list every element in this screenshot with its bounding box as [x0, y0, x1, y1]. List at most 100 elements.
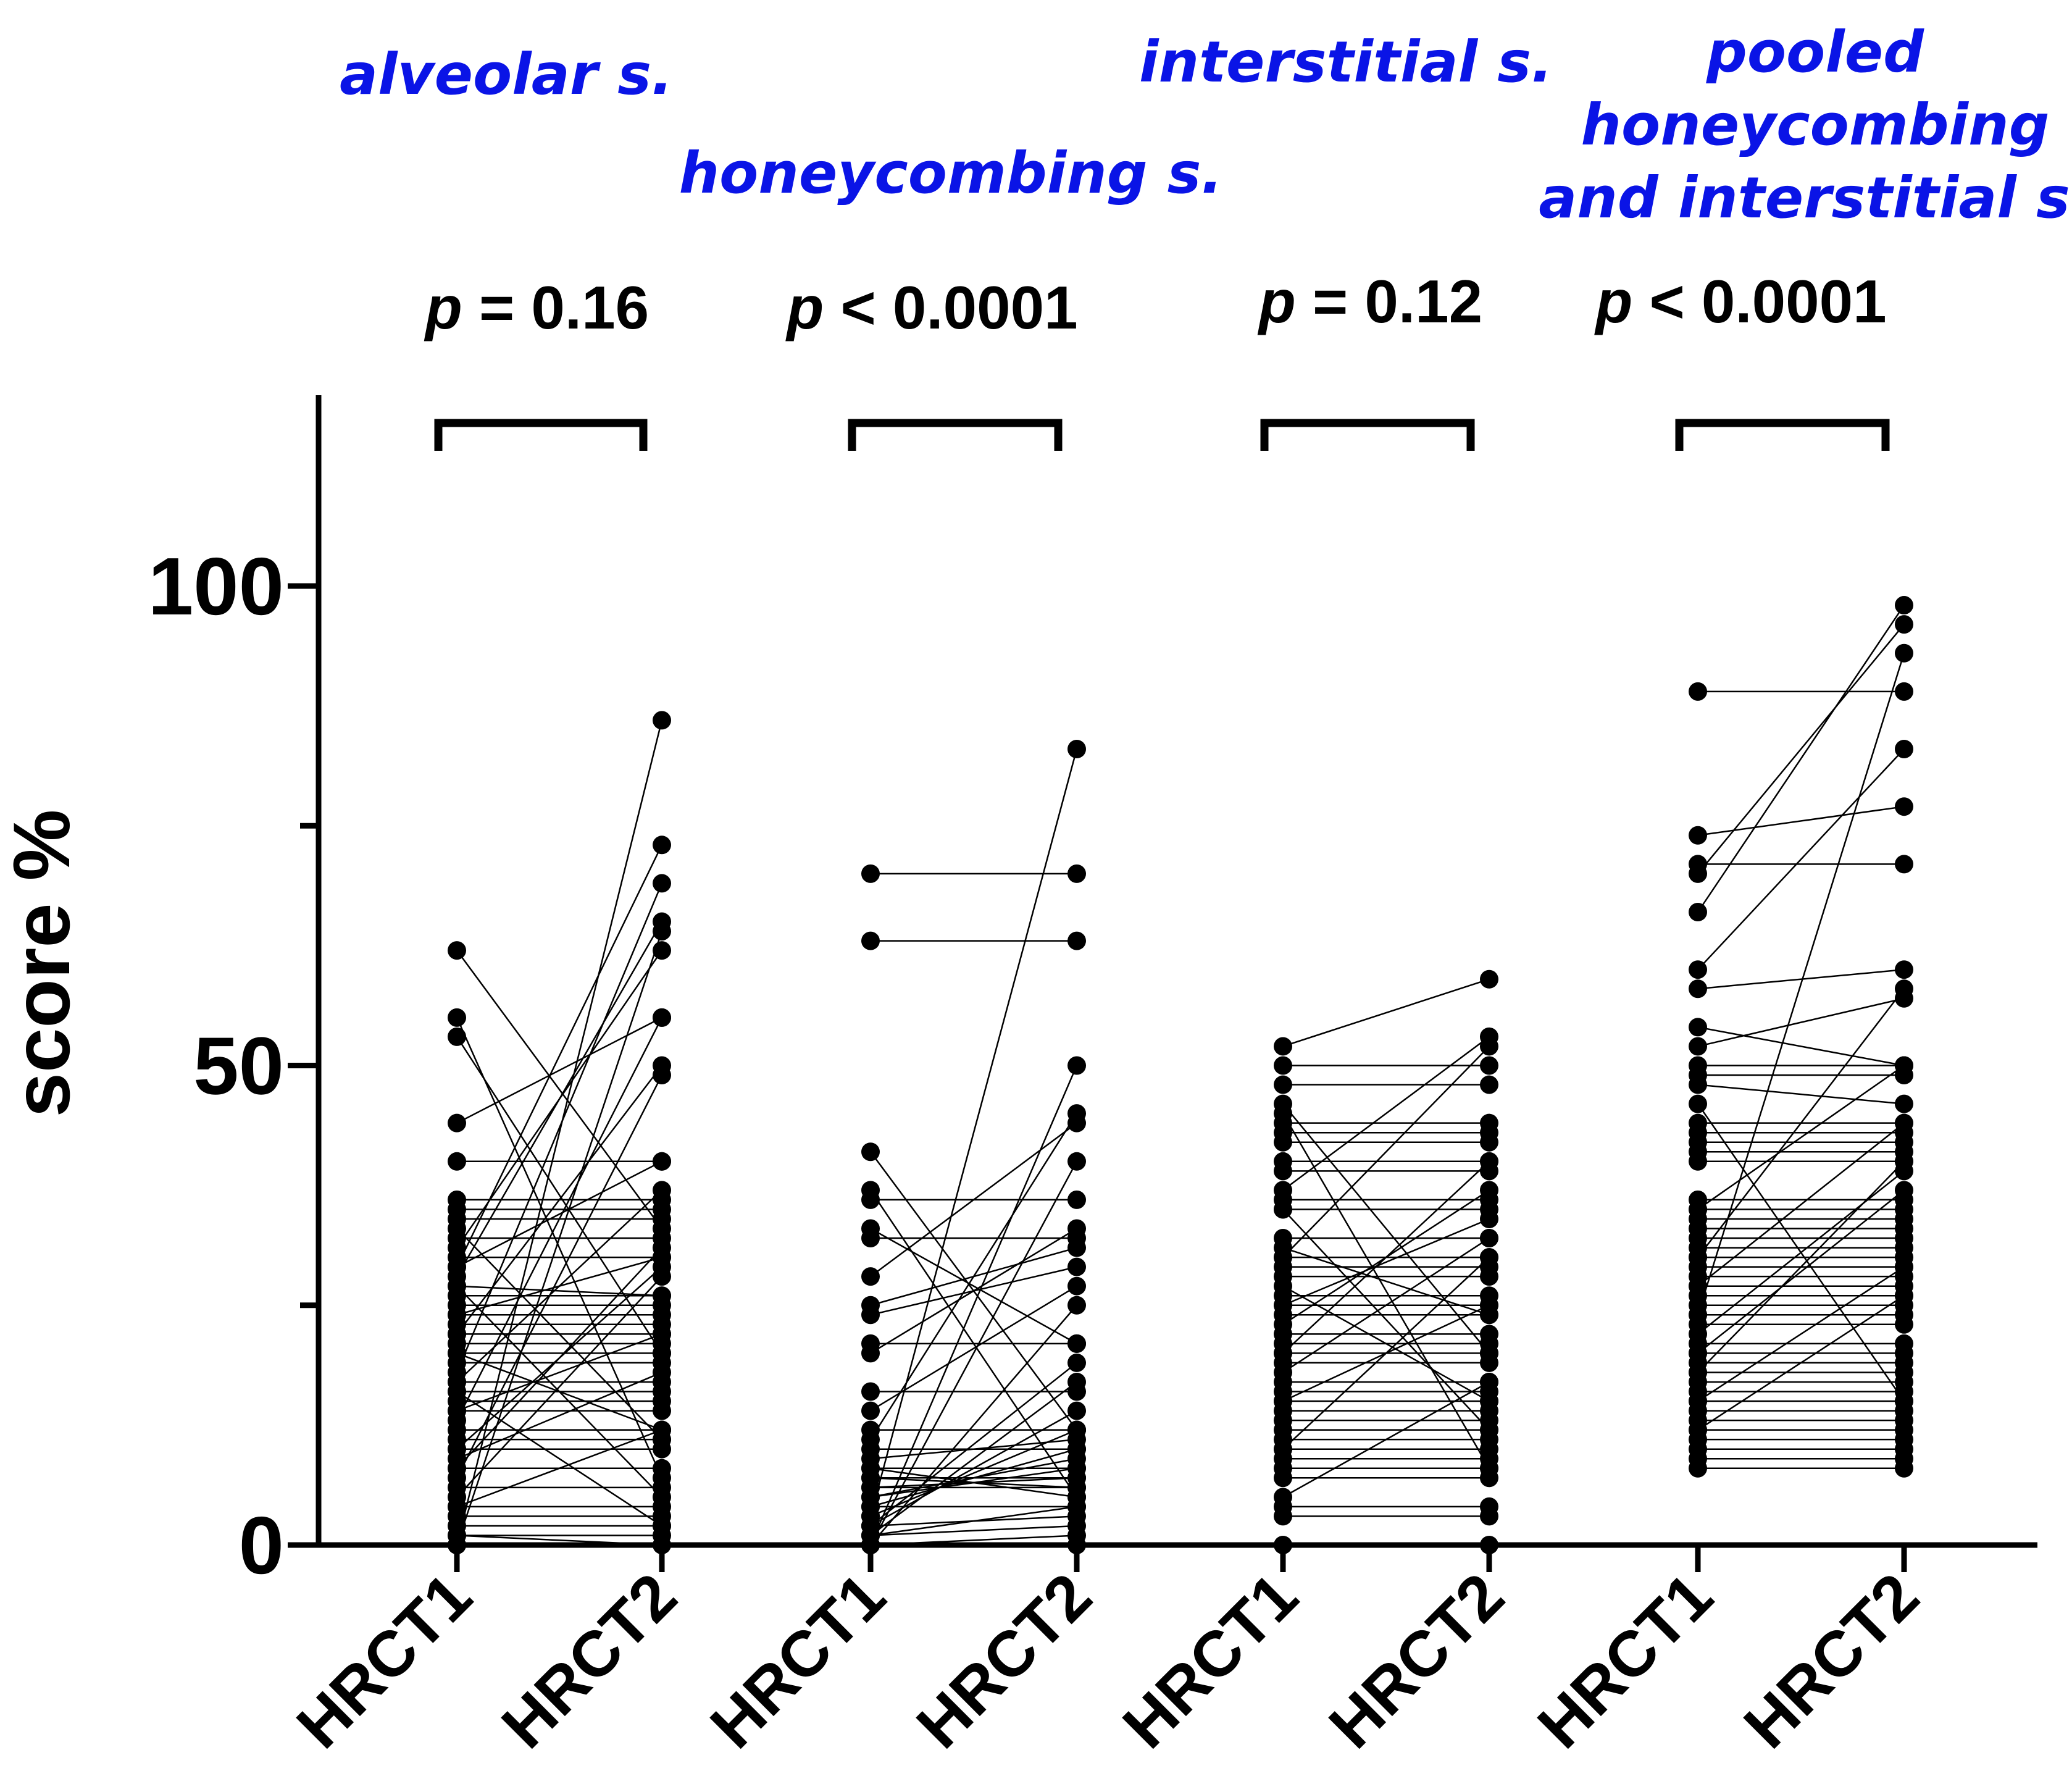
pair-line	[870, 1467, 1077, 1498]
data-point	[1480, 1248, 1498, 1267]
data-point	[653, 941, 671, 960]
x-tick-label: HRCT1	[697, 1560, 899, 1762]
data-point	[1480, 1075, 1498, 1094]
data-point	[1689, 1152, 1707, 1171]
data-point	[1067, 1439, 1086, 1459]
data-point	[1689, 1200, 1707, 1219]
pair-line	[456, 720, 663, 1546]
data-point	[448, 1219, 466, 1238]
pair-line	[870, 1122, 1077, 1278]
data-point	[1067, 1104, 1086, 1123]
group-title: honeycombing	[1581, 92, 2050, 158]
pair-line	[1697, 1026, 1905, 1066]
data-point	[1480, 1209, 1498, 1228]
data-point	[1274, 1037, 1292, 1056]
pair-line	[456, 950, 663, 1229]
pair-line	[1282, 1257, 1490, 1450]
pair-line	[869, 1161, 1078, 1546]
pair-line	[456, 1285, 662, 1297]
group-title: alveolar s.	[340, 41, 673, 107]
pair-line	[870, 1525, 1077, 1536]
data-point	[1067, 740, 1086, 759]
data-point	[1895, 1056, 1913, 1075]
data-point	[448, 1027, 466, 1046]
data-point	[1274, 1488, 1292, 1507]
data-points	[448, 596, 1913, 1554]
data-point	[1480, 1372, 1498, 1391]
data-point	[1067, 1401, 1086, 1420]
data-point	[1480, 1507, 1498, 1526]
data-point	[1480, 1037, 1498, 1056]
group-title: and interstitial s.	[1539, 165, 2072, 231]
data-point	[1067, 1056, 1086, 1075]
data-point	[1480, 1267, 1498, 1286]
data-point	[1689, 826, 1707, 845]
pair-line	[1697, 605, 1905, 913]
data-point	[861, 1190, 880, 1209]
data-point	[1480, 1152, 1498, 1171]
pair-line	[456, 1429, 662, 1508]
data-point	[861, 864, 880, 883]
pair-line	[1697, 988, 1905, 1258]
p-value-text: = 0.16	[462, 274, 649, 341]
pair-line	[1282, 1036, 1490, 1191]
pair-line	[870, 1228, 1077, 1354]
pair-line	[1282, 1160, 1490, 1354]
data-point	[1067, 1238, 1086, 1257]
pair-line	[1697, 1122, 1905, 1287]
p-value-symbol: p	[785, 274, 824, 341]
x-tick-label: HRCT2	[488, 1560, 690, 1762]
data-point	[653, 1478, 671, 1497]
data-point	[1067, 1190, 1086, 1209]
pair-line	[1282, 1247, 1490, 1316]
data-point	[861, 1267, 880, 1286]
data-point	[1274, 1248, 1292, 1267]
data-point	[861, 1401, 880, 1420]
pair-line	[1282, 978, 1490, 1047]
data-point	[1274, 1344, 1292, 1363]
data-point	[653, 1325, 671, 1344]
p-value: p = 0.12	[1257, 267, 1482, 335]
data-point	[1895, 1094, 1913, 1113]
data-point	[448, 1401, 466, 1420]
data-point	[1895, 740, 1913, 759]
data-point	[448, 1113, 466, 1133]
data-point	[448, 1276, 466, 1296]
pair-line	[870, 1362, 1077, 1526]
pair-line	[869, 748, 1078, 1517]
significance-bracket	[434, 419, 648, 451]
data-point	[448, 1305, 466, 1325]
pair-line	[870, 1304, 1077, 1546]
pair-line	[456, 921, 663, 1277]
y-tick-label: 50	[193, 1021, 284, 1112]
group-title: interstitial s.	[1139, 29, 1553, 95]
pair-line	[456, 844, 663, 1268]
data-point	[1480, 1353, 1498, 1372]
data-point	[1067, 1420, 1086, 1439]
data-point	[1067, 1372, 1086, 1391]
group-titles: alveolar s.honeycombing s. interstitial s…	[340, 19, 2072, 231]
pair-line	[1697, 1170, 1905, 1335]
data-point	[1274, 1056, 1292, 1075]
data-point	[1895, 1257, 1913, 1276]
data-point	[1895, 643, 1913, 663]
data-point	[653, 835, 671, 855]
data-point	[653, 711, 671, 730]
data-point	[1067, 1296, 1086, 1315]
data-point	[1480, 1181, 1498, 1200]
pair-line	[1282, 1045, 1490, 1258]
data-point	[1689, 1363, 1707, 1382]
pair-line	[456, 1160, 662, 1268]
data-point	[1895, 596, 1913, 615]
pair-line	[1697, 624, 1905, 874]
y-tick-label: 0	[239, 1500, 284, 1591]
pair-line	[456, 1228, 662, 1441]
data-point	[448, 1459, 466, 1478]
data-point	[653, 874, 671, 893]
data-point	[653, 1181, 671, 1200]
x-tick-label: HRCT2	[903, 1560, 1105, 1762]
pair-line	[1697, 1295, 1905, 1431]
data-point	[1895, 797, 1913, 816]
p-value-symbol: p	[1257, 267, 1296, 335]
data-point	[1067, 1219, 1086, 1238]
